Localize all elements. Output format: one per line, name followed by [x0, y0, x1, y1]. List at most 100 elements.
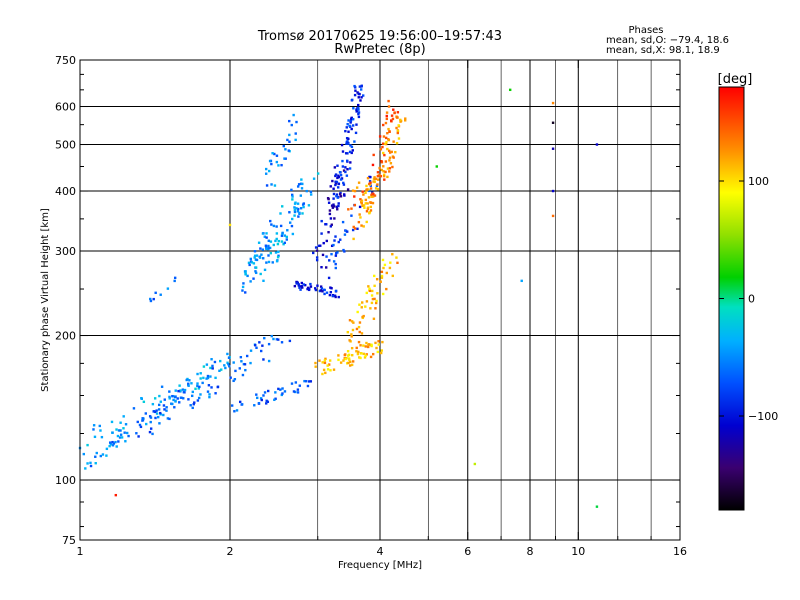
data-point: [261, 248, 265, 251]
data-point: [158, 394, 161, 398]
data-point: [376, 188, 380, 191]
phase-legend-o: mean, sd,O: −79.4, 18.6: [606, 35, 729, 46]
data-point: [328, 209, 332, 212]
data-point: [288, 211, 291, 214]
data-point: [276, 242, 280, 246]
data-point: [387, 105, 391, 108]
data-point: [199, 372, 202, 375]
outlier-point: [551, 101, 555, 105]
outlier-point: [595, 143, 599, 146]
data-point: [347, 208, 350, 211]
data-point: [369, 209, 373, 212]
data-point: [173, 276, 177, 280]
data-point: [288, 140, 291, 143]
data-point: [218, 369, 221, 372]
data-point: [363, 206, 366, 209]
outlier-point: [114, 493, 118, 497]
data-point: [359, 216, 362, 219]
data-point: [141, 417, 144, 420]
data-point: [149, 297, 152, 301]
data-point: [249, 349, 253, 352]
data-point: [386, 167, 390, 170]
data-point: [357, 181, 361, 184]
colorbar-tick-label: −100: [748, 410, 778, 423]
data-point: [290, 382, 294, 385]
data-point: [199, 377, 202, 380]
data-point: [124, 423, 128, 426]
data-point: [283, 390, 287, 393]
data-point: [325, 239, 328, 243]
data-point: [263, 336, 266, 340]
data-point: [260, 253, 263, 256]
data-point: [142, 400, 146, 404]
data-point: [337, 174, 340, 177]
data-point: [348, 364, 352, 367]
phase-legend-x: mean, sd,X: 98.1, 18.9: [606, 45, 720, 56]
data-point: [337, 358, 340, 362]
data-point: [196, 399, 200, 402]
data-point: [378, 173, 381, 177]
data-point: [258, 256, 262, 259]
data-point: [370, 343, 373, 347]
data-point: [386, 175, 389, 179]
data-point: [373, 176, 376, 179]
data-point: [339, 195, 343, 198]
data-point: [316, 284, 319, 287]
data-point: [309, 190, 313, 194]
data-point: [360, 306, 363, 309]
data-point: [396, 131, 400, 135]
data-point: [381, 292, 385, 296]
data-point: [301, 182, 304, 186]
data-point: [239, 355, 243, 359]
data-point: [266, 389, 270, 393]
data-point: [334, 174, 337, 178]
data-point: [364, 198, 368, 202]
data-point: [232, 379, 235, 383]
data-point: [374, 187, 378, 190]
data-point: [233, 410, 236, 413]
data-point: [159, 400, 163, 403]
data-point: [327, 363, 331, 366]
data-point: [346, 354, 350, 357]
data-point: [365, 188, 368, 191]
data-point: [382, 135, 386, 138]
data-point: [368, 289, 372, 293]
data-point: [267, 359, 271, 363]
data-point: [355, 186, 359, 189]
data-point: [346, 330, 350, 334]
outlier-point: [551, 147, 555, 150]
data-point: [246, 274, 249, 278]
data-point: [303, 379, 306, 383]
data-point: [111, 444, 115, 447]
data-point: [361, 315, 364, 319]
data-point: [395, 126, 398, 130]
data-point: [315, 258, 319, 262]
data-point: [375, 184, 379, 188]
data-point: [332, 205, 336, 208]
data-point: [206, 390, 210, 393]
data-point: [379, 174, 383, 178]
data-point: [299, 288, 302, 291]
data-point: [291, 232, 295, 236]
data-point: [384, 142, 388, 146]
data-point: [249, 280, 252, 283]
data-point: [154, 291, 157, 295]
data-point: [315, 256, 319, 259]
data-point: [274, 251, 278, 254]
data-point: [266, 400, 270, 403]
data-point: [336, 176, 339, 180]
data-point: [387, 99, 390, 103]
data-point: [297, 215, 300, 218]
data-point: [92, 424, 96, 427]
data-point: [367, 196, 371, 199]
data-point: [119, 433, 123, 436]
data-point: [362, 225, 365, 228]
data-point: [359, 198, 362, 201]
data-point: [216, 385, 220, 389]
data-point: [286, 138, 289, 142]
data-point: [173, 406, 176, 409]
data-point: [371, 289, 374, 293]
data-point: [386, 147, 389, 151]
data-point: [291, 217, 294, 221]
data-point: [89, 461, 92, 465]
